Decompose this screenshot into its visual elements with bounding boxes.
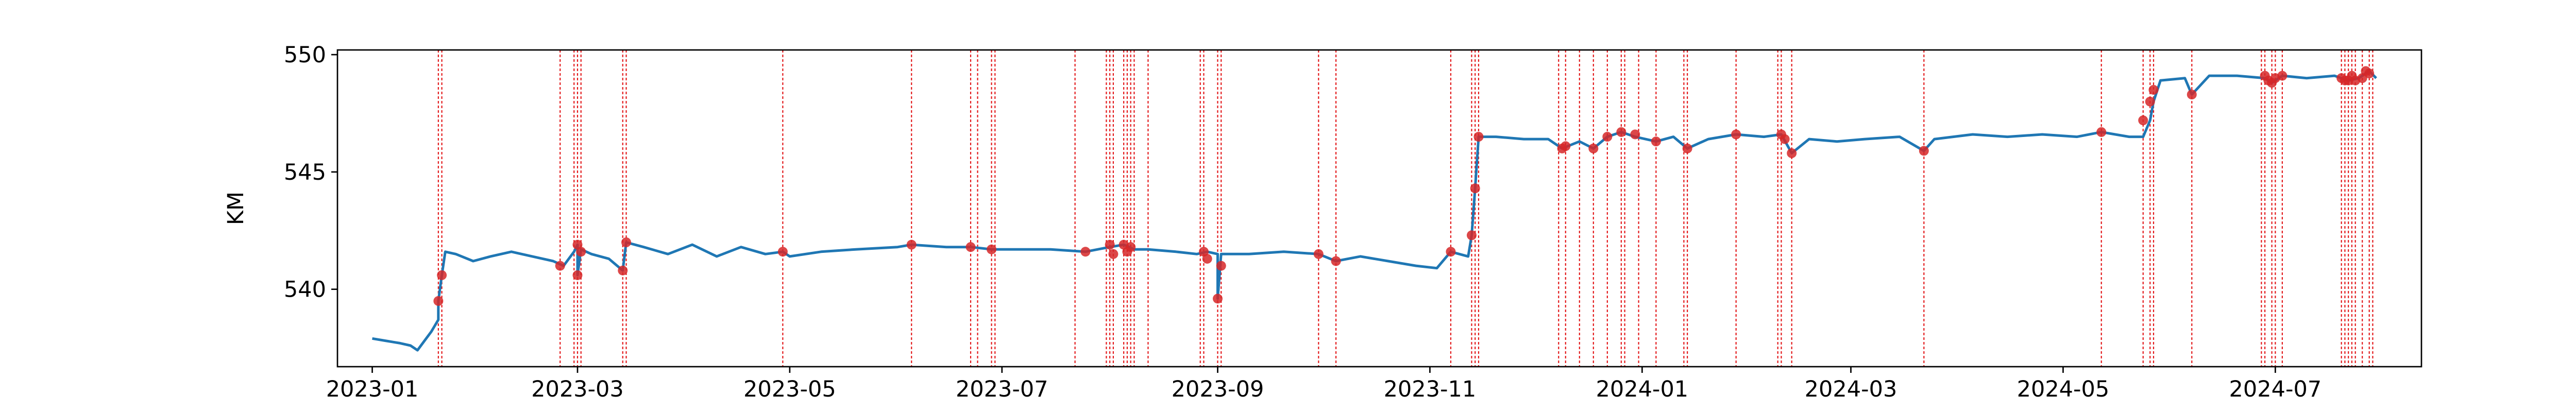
- y-tick-label: 540: [284, 277, 326, 303]
- anomaly-point: [437, 270, 447, 280]
- x-tick-label: 2024-07: [2229, 376, 2322, 402]
- anomaly-point: [576, 247, 586, 257]
- anomaly-point: [1126, 242, 1136, 252]
- plot-frame: [336, 49, 2422, 368]
- anomaly-point: [2277, 71, 2287, 81]
- x-axis: 2023-01 2023-03 2023-05 2023-07 2023-09 2023-…: [326, 367, 2322, 402]
- anomaly-point: [1787, 148, 1797, 158]
- anomaly-point: [1616, 127, 1626, 137]
- x-tick-label: 2023-09: [1172, 376, 1264, 402]
- anomaly-point: [2148, 84, 2159, 95]
- x-tick-label: 2024-05: [2017, 376, 2110, 402]
- anomaly-point: [555, 261, 565, 271]
- anomaly-point: [1731, 129, 1741, 140]
- anomaly-point: [1331, 256, 1341, 266]
- anomaly-point: [965, 242, 976, 252]
- anomaly-point: [1651, 136, 1661, 147]
- anomaly-point: [618, 265, 628, 276]
- anomaly-point: [2096, 127, 2107, 137]
- anomaly-point: [2145, 96, 2155, 107]
- y-tick-label: 545: [284, 160, 326, 185]
- y-axis-label: KM: [223, 192, 249, 225]
- anomaly-point: [1105, 239, 1115, 250]
- anomaly-point: [1466, 230, 1477, 241]
- anomaly-point: [1212, 294, 1223, 304]
- anomaly-point: [1630, 129, 1640, 140]
- anomaly-point: [1588, 143, 1599, 153]
- x-tick-label: 2023-03: [531, 376, 624, 402]
- anomaly-point: [1216, 261, 1226, 271]
- y-tick-label: 550: [284, 42, 326, 68]
- x-tick-label: 2024-01: [1596, 376, 1689, 402]
- anomaly-point: [1446, 247, 1456, 257]
- anomaly-point: [1561, 141, 1571, 151]
- anomaly-point: [2364, 68, 2375, 79]
- anomaly-point: [777, 247, 788, 257]
- anomaly-point: [621, 237, 631, 248]
- x-tick-label: 2023-01: [326, 376, 419, 402]
- anomaly-point: [906, 239, 917, 250]
- y-axis: 540 545 550: [284, 42, 337, 303]
- x-tick-label: 2023-11: [1384, 376, 1477, 402]
- anomaly-point: [1602, 132, 1613, 142]
- anomaly-point: [1202, 253, 1212, 264]
- x-tick-label: 2023-05: [743, 376, 836, 402]
- anomaly-point: [1108, 249, 1118, 259]
- anomaly-point: [1080, 247, 1091, 257]
- anomaly-point: [433, 296, 444, 306]
- anomaly-point: [1313, 249, 1324, 259]
- anomaly-point: [2138, 115, 2148, 126]
- anomaly-point: [1780, 134, 1790, 144]
- x-tick-label: 2023-07: [956, 376, 1048, 402]
- anomaly-point: [1473, 132, 1484, 142]
- anomaly-points-layer: [433, 66, 2375, 306]
- anomaly-point: [987, 244, 997, 254]
- anomaly-point: [1682, 143, 1692, 153]
- x-tick-label: 2024-03: [1805, 376, 1897, 402]
- anomaly-point: [572, 270, 583, 280]
- anomaly-point: [1470, 183, 1480, 194]
- event-lines-layer: [437, 50, 2374, 367]
- anomaly-point: [2187, 90, 2197, 100]
- anomaly-point: [1919, 146, 1929, 156]
